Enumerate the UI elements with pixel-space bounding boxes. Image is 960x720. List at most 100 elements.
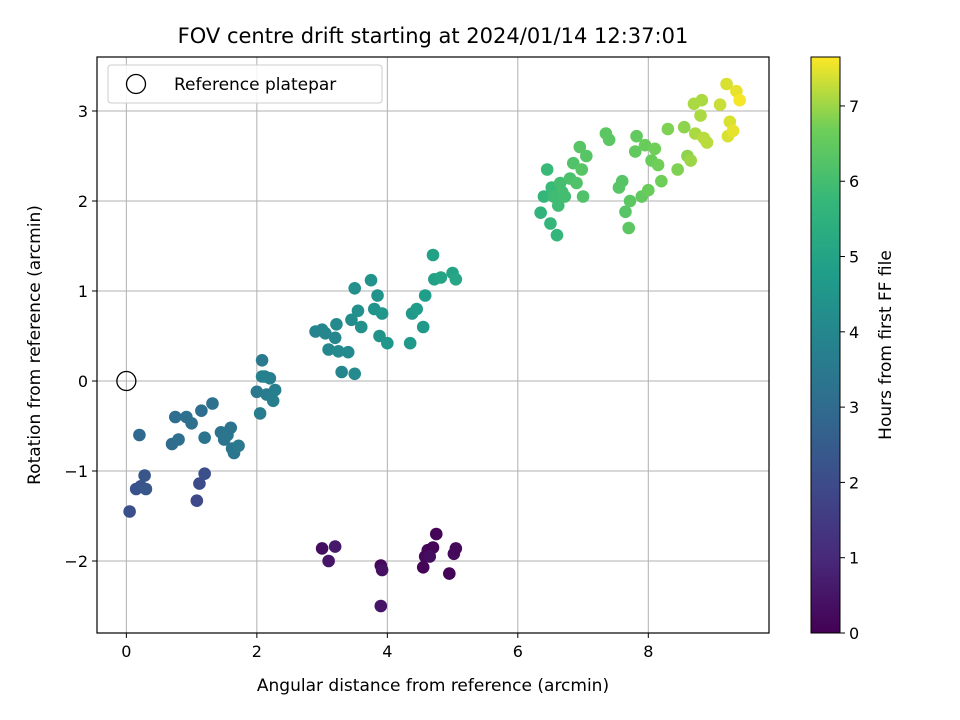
data-point xyxy=(700,136,714,149)
x-axis-label: Angular distance from reference (arcmin) xyxy=(257,676,609,696)
y-tick-label: 2 xyxy=(78,192,88,211)
data-point xyxy=(410,302,423,316)
x-tick-label: 2 xyxy=(252,642,262,661)
data-point xyxy=(694,109,707,122)
data-point xyxy=(364,273,378,287)
data-point xyxy=(684,154,698,167)
legend-box xyxy=(107,64,383,104)
colorbar-tick-label: 0 xyxy=(849,624,859,643)
data-point xyxy=(695,93,709,107)
data-point xyxy=(133,428,146,442)
reference-point xyxy=(116,370,137,392)
colorbar-tick-label: 7 xyxy=(849,97,859,116)
x-tick-label: 4 xyxy=(382,642,392,661)
data-point xyxy=(449,273,463,286)
x-tick-label: 8 xyxy=(643,642,653,661)
data-point xyxy=(661,122,675,136)
data-point xyxy=(138,469,151,482)
y-ticks: −2 −1 0 1 2 3 xyxy=(64,102,97,571)
data-point xyxy=(558,190,572,203)
data-point xyxy=(733,93,746,107)
plot-frame xyxy=(96,56,770,634)
data-point xyxy=(648,142,662,156)
data-point xyxy=(426,248,440,262)
data-point xyxy=(374,599,388,613)
data-point xyxy=(250,385,264,399)
data-point xyxy=(573,140,587,154)
data-point xyxy=(443,567,456,580)
colorbar-label: Hours from first FF file xyxy=(876,250,896,440)
data-point xyxy=(655,174,668,188)
data-point xyxy=(381,336,394,350)
data-point xyxy=(268,383,282,397)
data-point xyxy=(630,129,643,143)
data-point xyxy=(198,431,211,445)
data-point xyxy=(198,467,211,481)
data-point xyxy=(615,174,629,188)
data-point xyxy=(255,370,269,383)
legend-label: Reference platepar xyxy=(174,75,336,95)
colorbar-tick-label: 3 xyxy=(849,398,859,417)
data-point xyxy=(354,320,368,334)
data-point xyxy=(570,176,583,190)
data-point xyxy=(330,318,343,331)
data-point xyxy=(534,206,547,219)
y-tick-label: −1 xyxy=(64,462,88,481)
data-point xyxy=(375,563,389,577)
x-tick-label: 6 xyxy=(513,642,523,661)
data-point xyxy=(423,550,437,563)
data-point xyxy=(348,367,362,381)
data-point xyxy=(540,163,554,176)
data-point xyxy=(345,313,358,327)
colorbar-tick-label: 2 xyxy=(849,473,859,492)
colorbar-tick-label: 1 xyxy=(849,549,859,568)
data-point xyxy=(551,199,565,212)
data-point xyxy=(418,289,432,302)
data-point xyxy=(580,149,593,163)
colorbar-gradient xyxy=(810,56,841,634)
data-point xyxy=(255,354,269,367)
colorbar: 0 1 2 3 4 5 6 7 Hours from first FF file xyxy=(810,56,896,643)
data-point xyxy=(172,433,185,446)
data-point xyxy=(416,561,430,574)
data-point xyxy=(416,320,430,334)
data-point xyxy=(713,98,727,111)
data-point xyxy=(335,365,348,379)
data-point xyxy=(328,540,342,553)
colorbar-tick-label: 4 xyxy=(849,323,859,342)
data-point xyxy=(232,439,245,453)
x-tick-label: 0 xyxy=(121,642,131,661)
colorbar-ticks: 0 1 2 3 4 5 6 7 xyxy=(840,97,859,643)
y-tick-label: 3 xyxy=(78,102,88,121)
data-point xyxy=(206,397,219,410)
data-point xyxy=(544,217,557,230)
data-point xyxy=(429,527,443,541)
y-tick-label: −2 xyxy=(64,552,88,571)
data-point xyxy=(351,304,365,318)
data-points xyxy=(116,77,746,613)
data-point xyxy=(671,163,684,176)
data-point xyxy=(266,394,280,408)
x-ticks: 0 2 4 6 8 xyxy=(121,633,653,661)
y-tick-label: 1 xyxy=(78,282,88,301)
data-point xyxy=(190,494,204,508)
data-point xyxy=(193,477,206,490)
data-point xyxy=(726,124,740,138)
legend: Reference platepar xyxy=(107,64,383,104)
data-point xyxy=(253,407,267,420)
data-point xyxy=(642,183,655,197)
data-point xyxy=(449,542,463,555)
data-point xyxy=(341,345,355,359)
colorbar-tick-label: 5 xyxy=(849,248,859,267)
data-point xyxy=(123,505,136,518)
data-point xyxy=(677,120,691,134)
data-point xyxy=(623,194,637,208)
data-point xyxy=(224,421,238,435)
data-point xyxy=(168,410,182,424)
legend-marker xyxy=(125,73,147,95)
data-point xyxy=(403,336,417,350)
data-point xyxy=(328,331,342,345)
data-point xyxy=(139,482,153,496)
chart-title: FOV centre drift starting at 2024/01/14 … xyxy=(178,24,689,48)
